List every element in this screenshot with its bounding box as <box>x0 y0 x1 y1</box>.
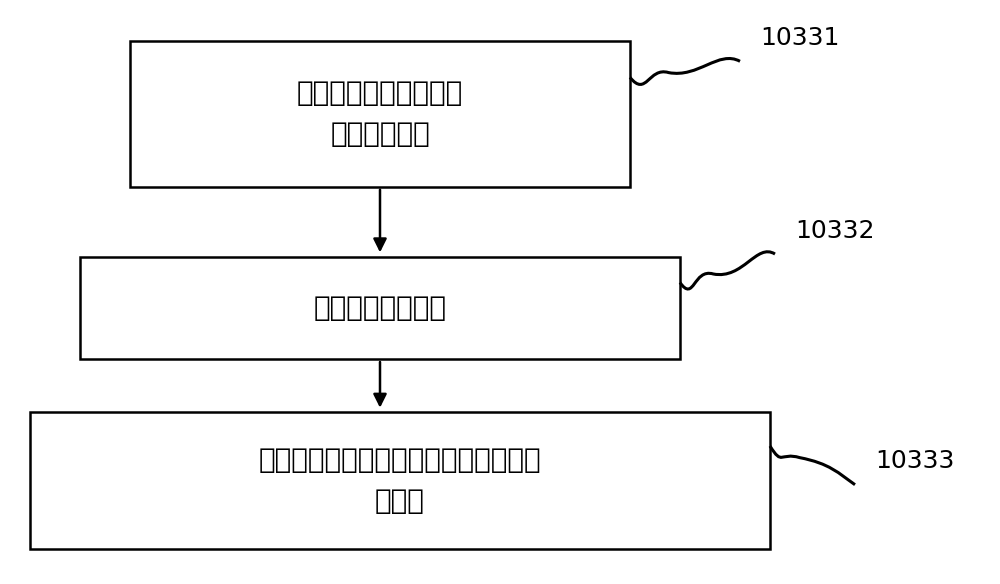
Text: 在反射标记的位置中选
取若干影像点: 在反射标记的位置中选 取若干影像点 <box>297 79 463 148</box>
Bar <box>130 41 630 187</box>
Bar <box>30 412 770 549</box>
Text: 10331: 10331 <box>760 26 839 50</box>
Text: 计算反射率的方差: 计算反射率的方差 <box>314 294 446 322</box>
Bar <box>80 257 680 359</box>
Text: 10333: 10333 <box>875 449 954 474</box>
Text: 以所述方差最小的影像点作为所述圆形
的圆心: 以所述方差最小的影像点作为所述圆形 的圆心 <box>259 446 541 515</box>
Text: 10332: 10332 <box>795 218 874 243</box>
